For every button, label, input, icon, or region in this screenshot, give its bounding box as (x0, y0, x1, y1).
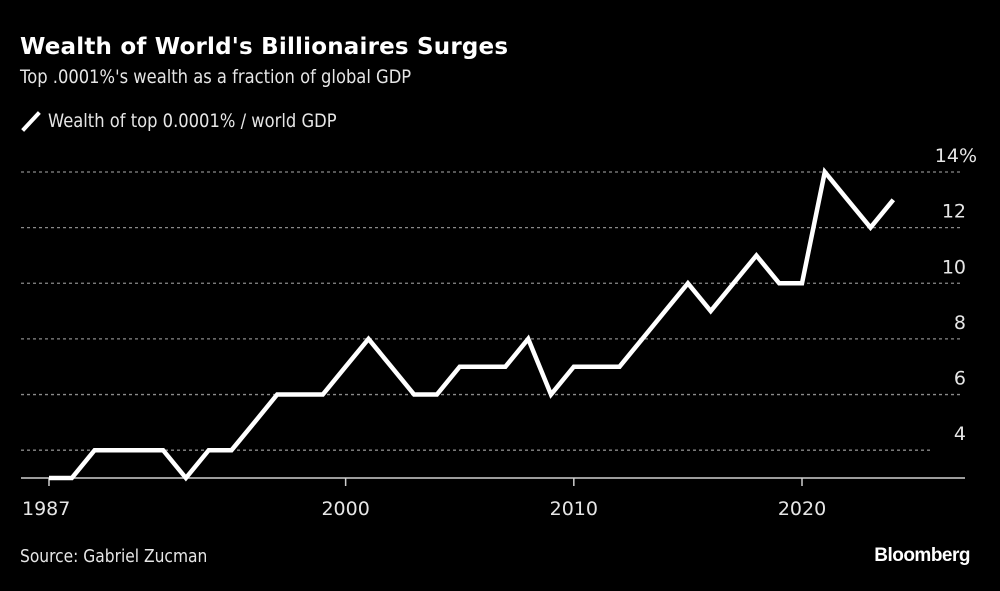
y-tick-label: 6 (954, 368, 966, 390)
y-tick-label: 10 (942, 256, 966, 278)
chart-title: Wealth of World's Billionaires Surges (20, 34, 509, 60)
y-tick-label: 12 (942, 201, 966, 223)
y-axis-labels: 4 6 8 10 12 14% (935, 145, 977, 445)
x-tick-label: 1987 (22, 498, 70, 520)
gridlines (21, 171, 963, 451)
x-tick-label: 2000 (321, 498, 369, 520)
legend-label: Wealth of top 0.0001% / world GDP (48, 110, 337, 132)
legend: Wealth of top 0.0001% / world GDP (20, 110, 384, 132)
y-tick-label: 14% (935, 145, 977, 167)
y-tick-label: 4 (954, 423, 966, 445)
series-line (49, 166, 896, 482)
source-note: Source: Gabriel Zucman (20, 546, 208, 567)
x-tick-label: 2020 (778, 498, 826, 520)
series-layer (48, 166, 896, 482)
x-axis-labels: 1987 2000 2010 2020 (22, 498, 826, 520)
y-tick-label: 8 (954, 312, 966, 334)
legend-line-icon (21, 111, 41, 132)
x-axis (21, 477, 965, 486)
x-tick-label: 2010 (550, 498, 598, 520)
chart-subtitle: Top .0001%'s wealth as a fraction of glo… (20, 66, 412, 88)
bloomberg-logo: Bloomberg (874, 545, 970, 566)
